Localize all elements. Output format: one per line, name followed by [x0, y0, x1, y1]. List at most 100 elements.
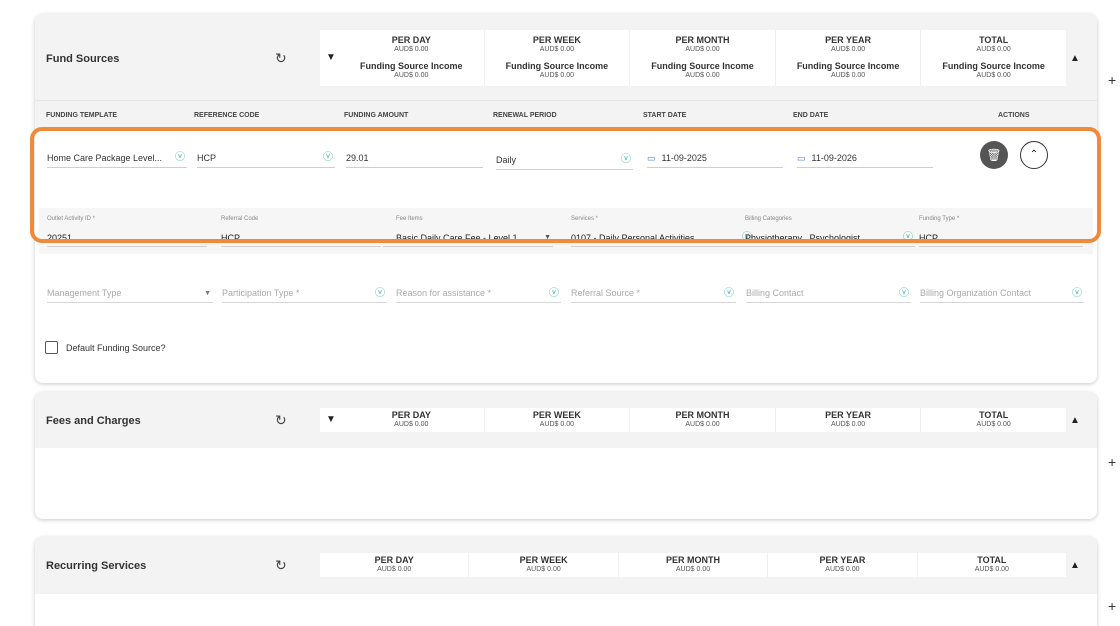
- refresh-icon[interactable]: ↻: [275, 50, 287, 66]
- summary-sub-value: AUD$ 0.00: [685, 72, 720, 79]
- dropdown-arrow-icon[interactable]: ▼: [204, 290, 211, 297]
- billing-org-contact-select[interactable]: Billing Organization Contact ⓥ: [920, 286, 1084, 303]
- plus-icon[interactable]: +: [1108, 72, 1117, 88]
- summary-sub-value: AUD$ 0.00: [394, 72, 429, 79]
- start-date-input[interactable]: ▭ 11-09-2025: [647, 150, 783, 168]
- summary-per-year: PER YEAR AUD$ 0.00: [768, 553, 918, 577]
- summary-per-week: PER WEEK AUD$ 0.00: [469, 553, 619, 577]
- dropdown-circle-icon[interactable]: ⓥ: [323, 152, 333, 163]
- summary-sub-value: AUD$ 0.00: [830, 72, 866, 79]
- summary-label: PER DAY: [374, 555, 414, 565]
- default-funding-label: Default Funding Source?: [66, 343, 166, 353]
- summary-sub-label: Funding Source Income: [651, 61, 754, 71]
- dropdown-circle-icon[interactable]: ⓥ: [175, 152, 185, 163]
- summary-toggle[interactable]: [320, 408, 340, 432]
- calendar-icon[interactable]: ▭: [647, 153, 656, 163]
- recurring-card: Recurring Services ↻ PER DAY AUD$ 0.00 PE…: [35, 537, 1097, 626]
- dropdown-circle-icon[interactable]: ⓥ: [621, 154, 631, 165]
- chevron-up-icon[interactable]: ▲: [1070, 560, 1080, 571]
- funding-amount-input[interactable]: 29.01: [346, 150, 483, 168]
- fee-items-select[interactable]: Basic Daily Care Fee - Level 1 , ... ▼: [383, 231, 553, 247]
- management-type-select[interactable]: Management Type ▼: [47, 286, 213, 303]
- referral-source-select[interactable]: Referral Source * ⓥ: [571, 286, 736, 303]
- services-value: 0107 - Daily Personal Activities , ...: [571, 233, 710, 243]
- reference-code-select[interactable]: HCP ⓥ: [197, 150, 335, 168]
- dropdown-circle-icon[interactable]: ⓥ: [375, 288, 385, 299]
- summary-sub-label: Funding Source Income: [942, 61, 1045, 71]
- chevron-down-icon[interactable]: ▼: [326, 52, 336, 63]
- chevron-up-icon[interactable]: ▲: [1070, 415, 1080, 426]
- chevron-up-icon[interactable]: ▲: [1070, 53, 1080, 64]
- dropdown-circle-icon[interactable]: ⓥ: [1072, 288, 1082, 299]
- funding-template-value: Home Care Package Level...: [47, 153, 163, 163]
- dropdown-circle-icon[interactable]: ⓥ: [899, 288, 909, 299]
- trash-icon[interactable]: 🗑: [980, 141, 1008, 169]
- fund-sources-title: Fund Sources: [46, 53, 120, 65]
- summary-label: PER DAY: [391, 410, 431, 420]
- summary-per-week: PER WEEK AUD$ 0.00: [485, 408, 631, 432]
- fees-header: Fees and Charges ↻ ▼ PER DAY AUD$ 0.00 PE…: [35, 392, 1097, 448]
- renewal-period-select[interactable]: Daily ⓥ: [496, 152, 633, 170]
- col-end-date: END DATE: [793, 112, 829, 119]
- summary-per-day: PER DAY AUD$ 0.00: [339, 408, 485, 432]
- summary-sub-value: AUD$ 0.00: [539, 72, 575, 79]
- dropdown-circle-icon[interactable]: ⓥ: [903, 232, 913, 243]
- refresh-icon[interactable]: ↻: [275, 412, 287, 428]
- plus-icon[interactable]: +: [1108, 454, 1117, 470]
- dropdown-circle-icon[interactable]: ⓥ: [742, 232, 752, 243]
- fund-sources-summary: PER DAY AUD$ 0.00 Funding Source Income …: [339, 30, 1066, 86]
- services-select[interactable]: 0107 - Daily Personal Activities , ... ⓥ: [571, 231, 752, 247]
- summary-label: PER YEAR: [819, 555, 866, 565]
- summary-value: AUD$ 0.00: [976, 46, 1011, 53]
- plus-icon[interactable]: +: [1108, 598, 1117, 614]
- billing-categories-select[interactable]: Physiotherapy , Psychologist ⓥ: [745, 231, 915, 247]
- end-date-value: 11-09-2026: [811, 153, 857, 163]
- calendar-icon[interactable]: ▭: [797, 153, 806, 163]
- dropdown-arrow-icon[interactable]: ▼: [544, 234, 551, 241]
- referral-code-input[interactable]: HCP: [221, 231, 381, 247]
- dropdown-circle-icon[interactable]: ⓥ: [724, 288, 734, 299]
- summary-value: AUD$ 0.00: [539, 421, 575, 428]
- end-date-input[interactable]: ▭ 11-09-2026: [797, 150, 933, 168]
- referral-code-value: HCP: [221, 233, 241, 243]
- funding-amount-value: 29.01: [346, 153, 369, 163]
- summary-total: TOTAL AUD$ 0.00: [921, 408, 1066, 432]
- col-funding-amount: FUNDING AMOUNT: [344, 112, 409, 119]
- funding-type-input[interactable]: HCP: [919, 231, 1083, 247]
- participation-type-select[interactable]: Participation Type * ⓥ: [222, 286, 387, 303]
- col-funding-template: FUNDING TEMPLATE: [46, 112, 118, 119]
- reason-for-assistance-select[interactable]: Reason for assistance * ⓥ: [396, 286, 561, 303]
- summary-value: AUD$ 0.00: [685, 46, 720, 53]
- billing-categories-label: Billing Categories: [745, 216, 792, 222]
- summary-label: TOTAL: [979, 35, 1009, 45]
- chevron-down-icon[interactable]: ▼: [326, 414, 336, 425]
- summary-value: AUD$ 0.00: [976, 421, 1011, 428]
- renewal-period-value: Daily: [496, 155, 517, 165]
- summary-label: TOTAL: [979, 410, 1009, 420]
- billing-categories-value: Physiotherapy , Psychologist: [745, 233, 861, 243]
- summary-label: TOTAL: [977, 555, 1007, 565]
- summary-value: AUD$ 0.00: [974, 566, 1009, 573]
- billing-contact-select[interactable]: Billing Contact ⓥ: [746, 286, 911, 303]
- dropdown-circle-icon[interactable]: ⓥ: [549, 288, 559, 299]
- summary-per-day: PER DAY AUD$ 0.00: [320, 553, 470, 577]
- summary-per-month: PER MONTH AUD$ 0.00 Funding Source Incom…: [630, 30, 776, 86]
- default-funding-checkbox[interactable]: [45, 341, 58, 354]
- outlet-activity-input[interactable]: 20251: [47, 231, 207, 247]
- fees-card: Fees and Charges ↻ ▼ PER DAY AUD$ 0.00 PE…: [35, 392, 1097, 519]
- summary-per-year: PER YEAR AUD$ 0.00 Funding Source Income…: [776, 30, 922, 86]
- funding-details-row: Outlet Activity ID * 20251 Referral Code…: [39, 208, 1093, 254]
- summary-value: AUD$ 0.00: [825, 566, 860, 573]
- funding-template-select[interactable]: Home Care Package Level... ⓥ: [47, 150, 187, 168]
- summary-total: TOTAL AUD$ 0.00: [918, 553, 1066, 577]
- summary-value: AUD$ 0.00: [685, 421, 720, 428]
- summary-toggle[interactable]: [320, 30, 340, 86]
- summary-per-month: PER MONTH AUD$ 0.00: [619, 553, 769, 577]
- collapse-row-button[interactable]: ⌃: [1020, 141, 1048, 169]
- summary-value: AUD$ 0.00: [539, 46, 575, 53]
- refresh-icon[interactable]: ↻: [275, 557, 287, 573]
- highlight-frame: [30, 127, 1101, 243]
- summary-sub-value: AUD$ 0.00: [976, 72, 1011, 79]
- funding-column-headers: FUNDING TEMPLATE REFERENCE CODE FUNDING …: [35, 100, 1097, 130]
- fee-items-value: Basic Daily Care Fee - Level 1 , ...: [396, 233, 533, 243]
